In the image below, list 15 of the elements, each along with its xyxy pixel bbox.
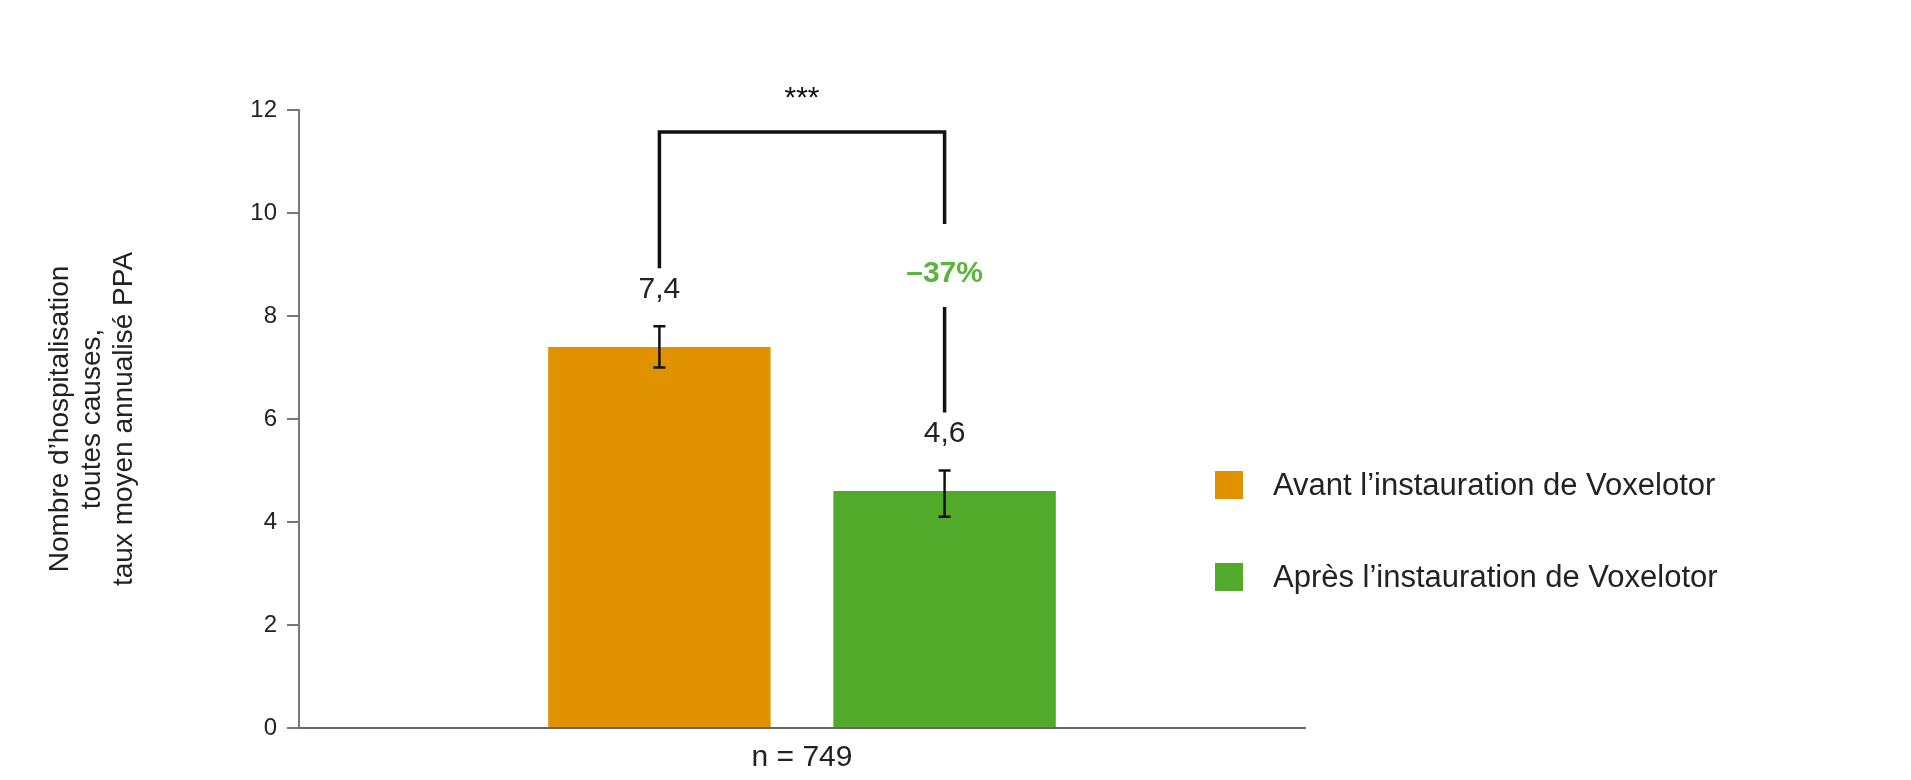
legend-label: Avant l’instauration de Voxelotor bbox=[1273, 467, 1716, 503]
legend-label: Après l’instauration de Voxelotor bbox=[1273, 559, 1718, 595]
y-tick-label: 12 bbox=[250, 94, 277, 122]
y-tick-label: 10 bbox=[250, 197, 277, 225]
annotation: *** bbox=[784, 80, 820, 113]
y-tick-label: 8 bbox=[263, 300, 277, 328]
y-tick-label: 6 bbox=[263, 403, 277, 431]
y-tick-label: 4 bbox=[263, 506, 277, 534]
annotation: –37% bbox=[906, 255, 983, 288]
y-tick-label: 0 bbox=[263, 712, 277, 740]
y-tick-label: 2 bbox=[263, 609, 277, 637]
x-tick-label: n = 749 bbox=[751, 739, 853, 773]
y-axis-title: Nombre d’hospitalisation toutes causes, taux moyen annualisé PPA bbox=[42, 251, 139, 587]
data-label: 4,6 bbox=[923, 414, 966, 448]
data-label: 7,4 bbox=[638, 270, 681, 304]
